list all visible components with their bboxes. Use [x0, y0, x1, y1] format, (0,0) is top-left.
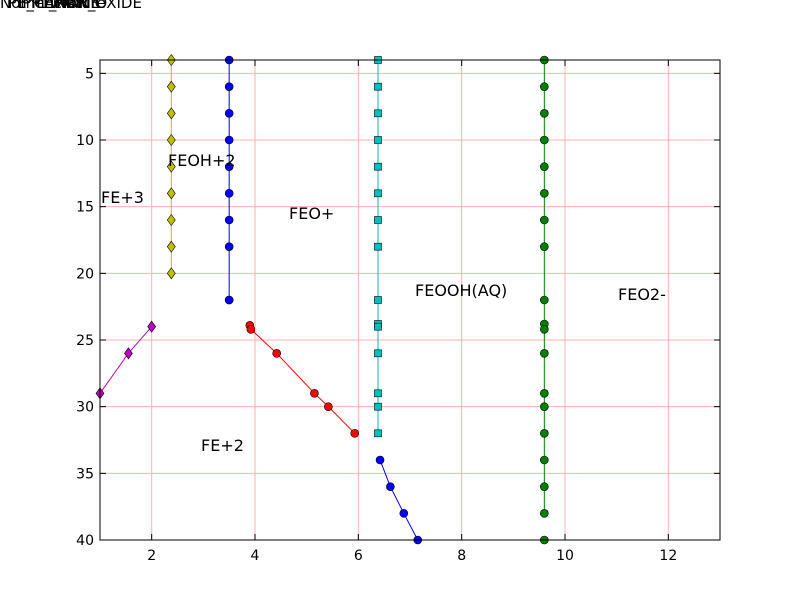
x-tick-label: 6 — [354, 548, 363, 564]
region-label: FEOOH(AQ) — [415, 281, 507, 300]
region-label: FE+3 — [101, 188, 144, 207]
series-1 — [224, 55, 234, 305]
data-point — [166, 187, 176, 200]
series-3 — [540, 55, 549, 518]
series-line — [379, 459, 419, 541]
series-6 — [245, 321, 360, 438]
x-tick-label: 4 — [251, 548, 260, 564]
y-tick-label: 35 — [76, 466, 94, 482]
data-point — [374, 162, 382, 171]
series-line — [99, 326, 153, 394]
region-labels: FE+3 FEOH+2 FEO+ FEOOH(AQ) FEO2- FE+2 — [101, 151, 666, 455]
data-point — [166, 160, 176, 173]
series-2 — [374, 56, 382, 438]
data-point — [224, 242, 234, 251]
series-5 — [95, 320, 157, 400]
chart-title: NomenclaturePE_CATIONICIPPL_NAMETEMPIRON… — [0, 0, 142, 13]
data-point — [374, 242, 382, 251]
data-point — [540, 402, 549, 411]
y-tick-label: 30 — [76, 400, 94, 416]
data-point — [540, 389, 549, 398]
x-tick-label: 10 — [556, 548, 574, 564]
data-point — [224, 215, 234, 225]
data-point — [272, 349, 282, 358]
data-point — [540, 242, 549, 251]
y-axis: 5 10 15 20 25 30 35 40 — [76, 66, 720, 549]
y-tick-label: 40 — [76, 533, 94, 549]
title-text: IPPL_NAME — [18, 0, 100, 13]
plot-frame — [99, 59, 721, 541]
data-point — [374, 349, 382, 358]
data-point — [374, 136, 382, 144]
data-point — [540, 455, 549, 465]
grid — [100, 60, 720, 541]
data-point — [166, 213, 176, 227]
data-point — [540, 135, 549, 145]
data-point — [374, 402, 382, 411]
x-tick-label: 8 — [457, 548, 466, 564]
data-point — [224, 162, 234, 171]
data-point — [224, 295, 234, 305]
data-point — [374, 429, 382, 438]
x-tick-label: 2 — [147, 548, 156, 564]
title-text: IRON_OXIDE — [50, 0, 142, 13]
data-point — [374, 109, 382, 118]
data-point — [224, 82, 234, 91]
data-point — [166, 80, 176, 93]
data-point — [124, 347, 133, 360]
x-axis: 2 4 6 8 10 12 — [147, 60, 677, 564]
data-point — [166, 240, 176, 253]
series-line — [249, 325, 356, 434]
title-text: PE_CATIONIC — [8, 0, 105, 13]
data-point — [324, 402, 333, 411]
data-point — [374, 322, 382, 331]
data-point — [540, 189, 549, 198]
data-point — [540, 325, 549, 334]
data-point — [147, 320, 157, 333]
data-point — [540, 82, 549, 91]
y-tick-label: 15 — [76, 200, 94, 216]
data-point — [374, 189, 382, 198]
data-point — [374, 389, 382, 398]
y-tick-label: 20 — [76, 266, 94, 282]
data-point — [375, 455, 385, 465]
y-tick-label: 25 — [76, 333, 94, 349]
series-group — [95, 53, 549, 545]
data-point — [540, 509, 549, 518]
data-point — [374, 216, 382, 224]
data-point — [350, 429, 360, 438]
data-point — [166, 133, 176, 147]
data-point — [540, 429, 549, 438]
data-point — [310, 389, 319, 398]
y-tick-label: 10 — [76, 133, 94, 149]
region-label: FE+2 — [201, 436, 244, 455]
data-point — [540, 109, 549, 118]
data-point — [540, 349, 549, 358]
region-label: FEO2- — [618, 285, 666, 304]
data-point — [224, 109, 234, 118]
region-label: FEO+ — [289, 204, 334, 223]
data-point — [540, 295, 549, 305]
y-tick-label: 5 — [85, 66, 94, 82]
region-label: FEOH+2 — [168, 151, 236, 170]
data-point — [166, 267, 176, 280]
data-point — [224, 189, 234, 198]
data-point — [399, 509, 409, 518]
data-point — [540, 162, 549, 171]
data-point — [386, 482, 395, 491]
data-point — [540, 482, 549, 491]
title-text: TEMP — [33, 0, 75, 12]
data-point — [224, 135, 234, 145]
data-point — [374, 296, 382, 304]
axes-frame — [99, 59, 721, 541]
series-7 — [375, 455, 423, 545]
data-point — [246, 325, 256, 334]
data-point — [166, 107, 176, 120]
title-text: Nomenclature — [0, 0, 106, 12]
x-tick-label: 12 — [659, 548, 677, 564]
data-point — [374, 82, 382, 91]
data-point — [540, 215, 549, 225]
